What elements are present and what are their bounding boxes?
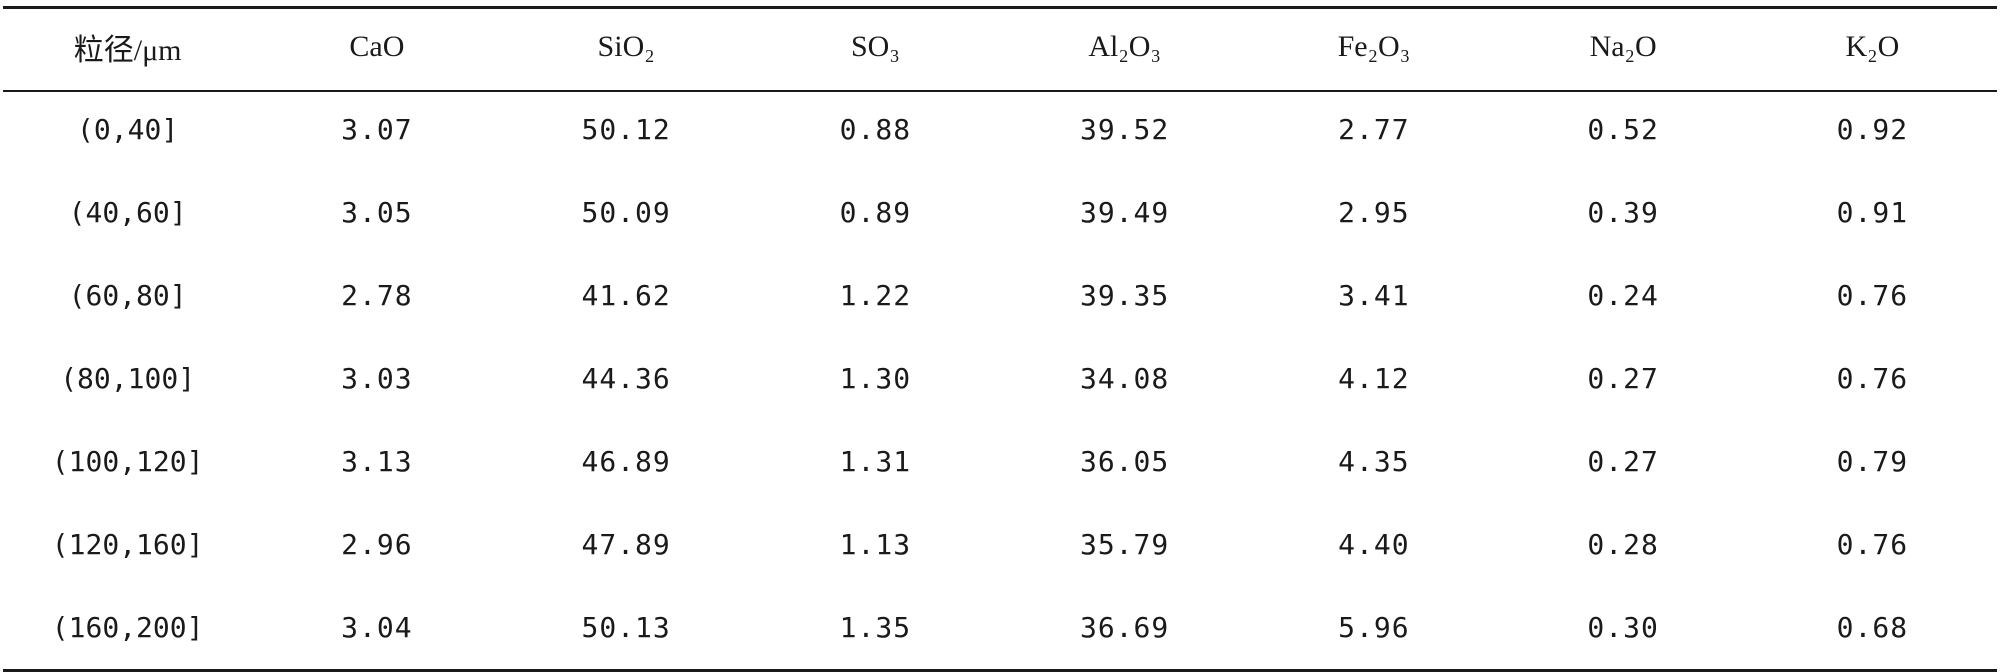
table-cell: 34.08 xyxy=(1079,362,1170,395)
table-cell: 2.95 xyxy=(1338,196,1410,229)
composition-table: 粒径/μm CaO SiO₂ SO₃ Al₂O₃ Fe₂O₃ Na₂O K₂O … xyxy=(3,6,1997,669)
table-cell: 50.12 xyxy=(581,113,671,146)
column-header-na2o: Na₂O xyxy=(1589,30,1657,63)
column-header-al2o3: Al₂O₃ xyxy=(1088,30,1161,63)
column-header-fe2o3: Fe₂O₃ xyxy=(1337,30,1411,63)
table-row: (80,100] 3.03 44.36 1.30 34.08 4.12 0.27… xyxy=(3,337,1997,420)
table-cell: 0.92 xyxy=(1836,113,1909,146)
table-cell: (80,100] xyxy=(60,362,196,395)
table-cell: 3.07 xyxy=(341,113,413,146)
table-cell: 1.30 xyxy=(839,362,912,395)
table-cell: 39.52 xyxy=(1079,113,1170,146)
table-cell: 41.62 xyxy=(581,279,671,312)
table-cell: 50.09 xyxy=(581,196,671,229)
table-cell: 4.35 xyxy=(1338,445,1410,478)
table-cell: (0,40] xyxy=(77,113,179,146)
table-cell: 0.27 xyxy=(1587,445,1659,478)
table-cell: 3.13 xyxy=(341,445,413,478)
table-header-row: 粒径/μm CaO SiO₂ SO₃ Al₂O₃ Fe₂O₃ Na₂O K₂O xyxy=(3,6,1997,88)
table-row: (120,160] 2.96 47.89 1.13 35.79 4.40 0.2… xyxy=(3,503,1997,586)
composition-table-container: 粒径/μm CaO SiO₂ SO₃ Al₂O₃ Fe₂O₃ Na₂O K₂O … xyxy=(3,6,1997,672)
table-cell: (100,120] xyxy=(51,445,204,478)
table-cell: 36.69 xyxy=(1079,611,1170,644)
table-cell: (120,160] xyxy=(51,528,204,561)
table-header-rule xyxy=(3,90,1997,92)
table-cell: 2.96 xyxy=(341,528,413,561)
table-cell: 0.24 xyxy=(1587,279,1659,312)
table-row: (100,120] 3.13 46.89 1.31 36.05 4.35 0.2… xyxy=(3,420,1997,503)
table-cell: 4.40 xyxy=(1338,528,1410,561)
table-cell: 0.28 xyxy=(1587,528,1659,561)
table-cell: 4.12 xyxy=(1338,362,1410,395)
table-row: (40,60] 3.05 50.09 0.89 39.49 2.95 0.39 … xyxy=(3,171,1997,254)
table-row: (160,200] 3.04 50.13 1.35 36.69 5.96 0.3… xyxy=(3,586,1997,669)
table-cell: 0.39 xyxy=(1587,196,1659,229)
table-cell: (160,200] xyxy=(51,611,204,644)
table-cell: 2.78 xyxy=(341,279,413,312)
table-cell: 3.41 xyxy=(1338,279,1410,312)
table-cell: 0.68 xyxy=(1836,611,1909,644)
table-cell: 0.79 xyxy=(1836,445,1909,478)
table-row: (0,40] 3.07 50.12 0.88 39.52 2.77 0.52 0… xyxy=(3,88,1997,171)
table-cell: 3.05 xyxy=(341,196,413,229)
table-cell: 0.76 xyxy=(1836,528,1909,561)
table-cell: 35.79 xyxy=(1079,528,1170,561)
column-header-so3: SO₃ xyxy=(850,30,900,63)
table-cell: 47.89 xyxy=(581,528,671,561)
column-header-sio2: SiO₂ xyxy=(597,30,655,63)
table-cell: 39.35 xyxy=(1079,279,1170,312)
table-cell: 0.88 xyxy=(839,113,912,146)
table-cell: 0.30 xyxy=(1587,611,1659,644)
table-cell: 0.89 xyxy=(839,196,912,229)
table-top-rule xyxy=(3,6,1997,9)
table-cell: 3.04 xyxy=(341,611,413,644)
table-cell: 0.76 xyxy=(1836,362,1909,395)
table-cell: 0.52 xyxy=(1587,113,1659,146)
table-cell: 0.91 xyxy=(1836,196,1909,229)
table-cell: (40,60] xyxy=(68,196,187,229)
table-cell: 2.77 xyxy=(1338,113,1410,146)
table-cell: 50.13 xyxy=(581,611,671,644)
table-cell: 5.96 xyxy=(1338,611,1410,644)
column-header-particle-size: 粒径/μm xyxy=(73,34,182,67)
table-cell: 39.49 xyxy=(1079,196,1170,229)
table-cell: 36.05 xyxy=(1079,445,1170,478)
table-cell: 1.13 xyxy=(839,528,912,561)
column-header-k2o: K₂O xyxy=(1845,30,1900,63)
table-cell: 0.76 xyxy=(1836,279,1909,312)
table-cell: 44.36 xyxy=(581,362,671,395)
table-cell: 0.27 xyxy=(1587,362,1659,395)
table-cell: 1.22 xyxy=(839,279,912,312)
column-header-cao: CaO xyxy=(349,30,405,63)
table-bottom-rule xyxy=(3,669,1997,672)
table-cell: 46.89 xyxy=(581,445,671,478)
table-cell: 1.31 xyxy=(839,445,912,478)
table-cell: (60,80] xyxy=(68,279,187,312)
table-row: (60,80] 2.78 41.62 1.22 39.35 3.41 0.24 … xyxy=(3,254,1997,337)
table-cell: 1.35 xyxy=(839,611,912,644)
table-cell: 3.03 xyxy=(341,362,413,395)
